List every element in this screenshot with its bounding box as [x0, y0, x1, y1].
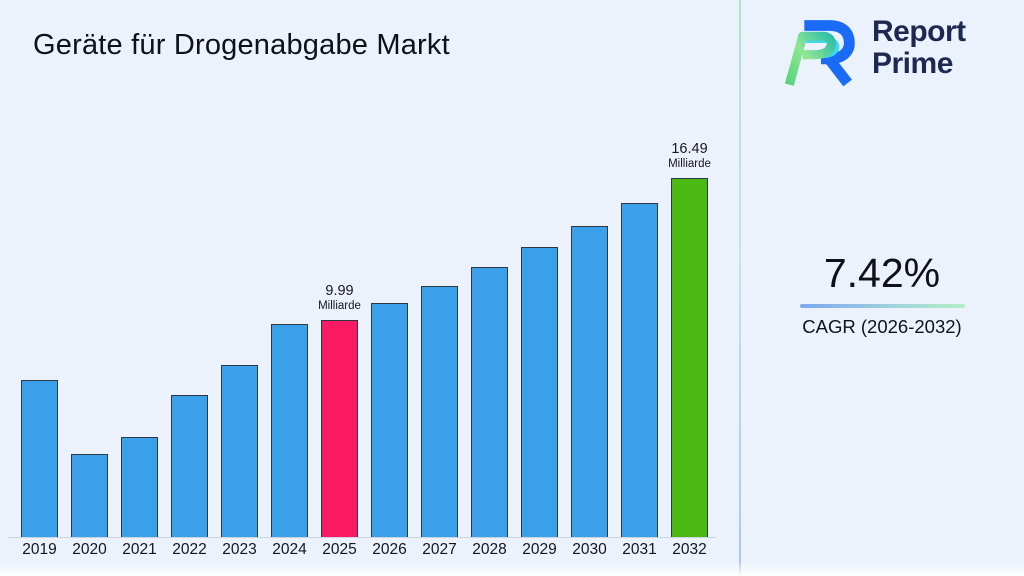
x-axis-label-2027: 2027 [422, 541, 457, 558]
bar-2021 [121, 437, 158, 537]
x-axis-label-2032: 2032 [672, 541, 707, 558]
bar-2025 [321, 320, 358, 537]
bar-2032 [671, 178, 708, 537]
bar-2031 [621, 203, 658, 537]
bar-annotation-2025: 9.99 Milliarde [290, 283, 390, 313]
bar-2019 [21, 380, 58, 537]
x-axis-label-2031: 2031 [622, 541, 657, 558]
brand-logo: Report Prime [779, 8, 966, 88]
x-axis-label-2022: 2022 [172, 541, 207, 558]
bar-2027 [421, 286, 458, 537]
bar-2022 [171, 395, 208, 537]
report-prime-logo-icon [784, 20, 855, 87]
brand-name: Report Prime [872, 16, 966, 80]
annotation-unit: Milliarde [318, 300, 361, 312]
x-axis-label-2021: 2021 [122, 541, 157, 558]
cagr-label: CAGR (2026-2032) [802, 316, 962, 337]
annotation-value: 16.49 [671, 141, 708, 157]
bar-2026 [371, 303, 408, 537]
x-axis-label-2024: 2024 [272, 541, 307, 558]
bar-2029 [521, 247, 558, 537]
cagr-value: 7.42% [823, 250, 941, 296]
x-axis-label-2020: 2020 [72, 541, 107, 558]
bar-2020 [71, 454, 108, 537]
brand-name-line2: Prime [872, 47, 953, 80]
x-axis-label-2026: 2026 [372, 541, 407, 558]
bar-2024 [271, 324, 308, 537]
x-axis-line [8, 537, 716, 538]
annotation-value: 9.99 [325, 283, 354, 299]
x-axis-label-2025: 2025 [322, 541, 357, 558]
brand-name-line1: Report [872, 15, 966, 48]
bar-annotation-2032: 16.49 Milliarde [640, 141, 740, 171]
page-title: Geräte für Drogenabgabe Markt [33, 29, 450, 62]
x-axis-label-2029: 2029 [522, 541, 557, 558]
panel-divider [739, 0, 741, 576]
bar-2023 [221, 365, 258, 537]
x-axis-label-2028: 2028 [472, 541, 507, 558]
x-axis-label-2019: 2019 [22, 541, 57, 558]
cagr-panel: 7.42% CAGR (2026-2032) [740, 250, 1024, 338]
bar-2028 [471, 267, 508, 537]
bar-2030 [571, 226, 608, 537]
annotation-unit: Milliarde [668, 158, 711, 170]
cagr-underline [799, 304, 965, 308]
x-axis-label-2023: 2023 [222, 541, 257, 558]
x-axis-label-2030: 2030 [572, 541, 607, 558]
